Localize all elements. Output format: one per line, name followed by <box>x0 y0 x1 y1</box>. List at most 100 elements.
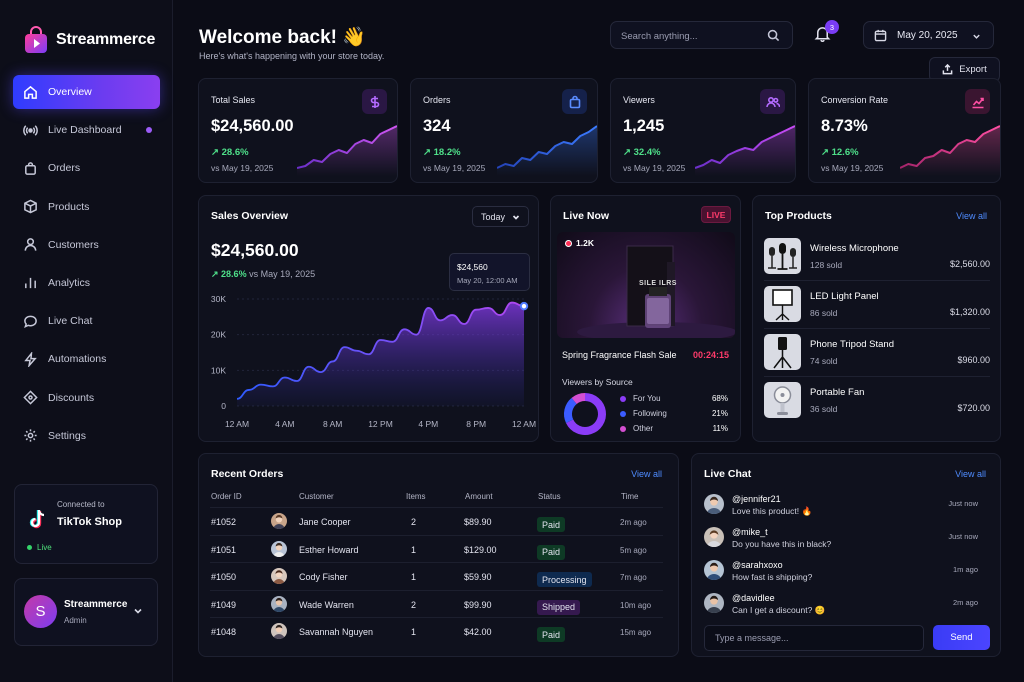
person-avatar-icon <box>271 595 287 612</box>
section-title: Recent Orders <box>211 468 284 480</box>
live-stream-preview[interactable]: 1.2K SILE ILRS <box>557 232 735 338</box>
x-tick-label: 4 PM <box>418 419 438 429</box>
sales-change-value: ↗ 28.6% <box>211 269 247 279</box>
product-row[interactable]: Wireless Microphone 128 sold $2,560.00 <box>764 238 990 278</box>
table-row[interactable]: #1051 Esther Howard 1 $129.00 Paid 5m ag… <box>210 534 663 563</box>
brand-name: Streammerce <box>56 31 156 48</box>
legend-swatch <box>620 426 626 432</box>
export-label: Export <box>959 64 987 75</box>
column-header[interactable]: Items <box>406 492 426 501</box>
chevron-down-icon <box>512 214 520 220</box>
chat-text: Love this product! 🔥 <box>732 506 813 516</box>
order-time: 10m ago <box>620 600 652 610</box>
account-role: Admin <box>64 616 87 625</box>
nav-item-live-dashboard[interactable]: Live Dashboard <box>13 113 160 147</box>
stream-timer: 00:24:15 <box>692 350 729 360</box>
column-header[interactable]: Customer <box>299 492 334 501</box>
notifications-button[interactable]: 3 <box>814 20 839 45</box>
column-header[interactable]: Time <box>621 492 639 501</box>
order-time: 15m ago <box>620 628 652 637</box>
gear-icon <box>24 429 37 442</box>
person-avatar-icon <box>271 623 287 639</box>
table-row[interactable]: #1049 Wade Warren 2 $99.90 Shipped 10m a… <box>210 589 663 618</box>
nav-item-overview[interactable]: Overview <box>13 75 160 109</box>
customer-avatar <box>271 595 287 612</box>
brand[interactable]: Streammerce <box>24 26 155 54</box>
view-all-link[interactable]: View all <box>956 211 987 221</box>
export-icon <box>942 64 953 75</box>
kpi-comparison: vs May 19, 2025 <box>821 163 884 173</box>
order-time: 2m ago <box>620 518 647 527</box>
nav-item-analytics[interactable]: Analytics <box>13 266 160 300</box>
kpi-icon-box <box>362 89 387 114</box>
column-header[interactable]: Order ID <box>211 492 242 501</box>
viewers-source-donut-chart[interactable] <box>562 391 608 437</box>
chat-avatar <box>704 527 724 547</box>
sales-area-chart[interactable]: 0 10K 20K 30K 12 AM 4 AM 8 AM 12 PM 4 PM 8 PM 12 A… <box>199 196 538 441</box>
nav-item-live-chat[interactable]: Live Chat <box>13 304 160 338</box>
sparkline <box>297 125 397 176</box>
view-all-link[interactable]: View all <box>631 469 662 479</box>
column-header[interactable]: Amount <box>465 492 493 501</box>
table-row[interactable]: #1048 Savannah Nguyen 1 $42.00 Paid 15m … <box>210 617 663 645</box>
kpi-icon-box <box>760 89 785 114</box>
section-title: Top Products <box>765 210 832 222</box>
column-header[interactable]: Status <box>538 492 561 501</box>
kpi-card-orders[interactable]: Orders 324 ↗ 18.2% vs May 19, 2025 <box>410 78 598 183</box>
table-row[interactable]: #1050 Cody Fisher 1 $59.90 Processing 7m… <box>210 562 663 590</box>
nav-item-products[interactable]: Products <box>13 190 160 224</box>
kpi-card-conversion-rate[interactable]: Conversion Rate 8.73% ↗ 12.6% vs May 19,… <box>808 78 1001 183</box>
nav-item-orders[interactable]: Orders <box>13 151 160 185</box>
viewer-count-value: 1.2K <box>576 238 594 248</box>
sparkline-line <box>297 125 397 169</box>
export-button[interactable]: Export <box>929 57 1000 82</box>
legend-label: For You <box>633 394 661 403</box>
search-input[interactable] <box>621 28 761 44</box>
range-select[interactable]: Today <box>472 206 529 227</box>
chevron-down-icon[interactable] <box>133 606 143 616</box>
chat-message-input[interactable] <box>704 625 924 651</box>
nav-item-automations[interactable]: Automations <box>13 342 160 376</box>
status-dot <box>27 545 32 550</box>
tooltip-value: $24,560 <box>457 262 488 272</box>
sparkline-line <box>900 125 1000 169</box>
nav-item-discounts[interactable]: Discounts <box>13 381 160 415</box>
live-chat-card: Live Chat View all @jennifer21 Love this… <box>691 453 1001 657</box>
order-id: #1049 <box>211 599 237 610</box>
product-row[interactable]: Portable Fan 36 sold $720.00 <box>764 382 990 422</box>
sales-change: ↗ 28.6% vs May 19, 2025 <box>211 269 315 280</box>
view-all-link[interactable]: View all <box>955 469 986 479</box>
range-value: Today <box>480 211 506 222</box>
table-row[interactable]: #1052 Jane Cooper 2 $89.90 Paid 2m ago <box>210 507 663 535</box>
product-name: Wireless Microphone <box>810 243 899 254</box>
tooltip-time: May 20, 12:00 AM <box>457 276 518 285</box>
kpi-comparison: vs May 19, 2025 <box>423 163 486 173</box>
product-row[interactable]: Phone Tripod Stand 74 sold $960.00 <box>764 334 990 374</box>
customer-avatar <box>271 540 287 557</box>
live-badge: LIVE <box>701 206 731 223</box>
account-switcher[interactable]: S Streammerce Admin <box>14 578 158 646</box>
kpi-card-total-sales[interactable]: Total Sales $24,560.00 ↗ 28.6% vs May 19… <box>198 78 398 183</box>
nav-item-settings[interactable]: Settings <box>13 419 160 453</box>
sales-area-fill <box>237 302 524 406</box>
product-thumbnail <box>764 382 801 418</box>
order-items: 1 <box>411 544 417 555</box>
connection-card[interactable]: Connected to TikTok Shop Live <box>14 484 158 564</box>
product-sold: 128 sold <box>810 260 843 270</box>
divider <box>764 280 990 281</box>
kpi-change: ↗ 28.6% <box>211 147 249 158</box>
kpi-title: Orders <box>423 95 451 105</box>
chat-avatar <box>704 593 724 613</box>
x-tick-label: 12 AM <box>225 419 249 429</box>
date-picker[interactable]: May 20, 2025 <box>863 21 994 49</box>
order-items: 1 <box>411 572 417 582</box>
kpi-card-viewers[interactable]: Viewers 1,245 ↗ 32.4% vs May 19, 2025 <box>610 78 796 183</box>
send-button[interactable]: Send <box>933 625 990 650</box>
product-row[interactable]: LED Light Panel 86 sold $1,320.00 <box>764 286 990 326</box>
live-now-card: Live Now LIVE 1.2K SILE ILRS Spring Frag… <box>550 195 741 442</box>
product-revenue: $1,320.00 <box>949 307 990 317</box>
legend-item: For You 68% <box>620 394 728 409</box>
search-icon[interactable] <box>767 29 780 42</box>
nav-item-customers[interactable]: Customers <box>13 228 160 262</box>
